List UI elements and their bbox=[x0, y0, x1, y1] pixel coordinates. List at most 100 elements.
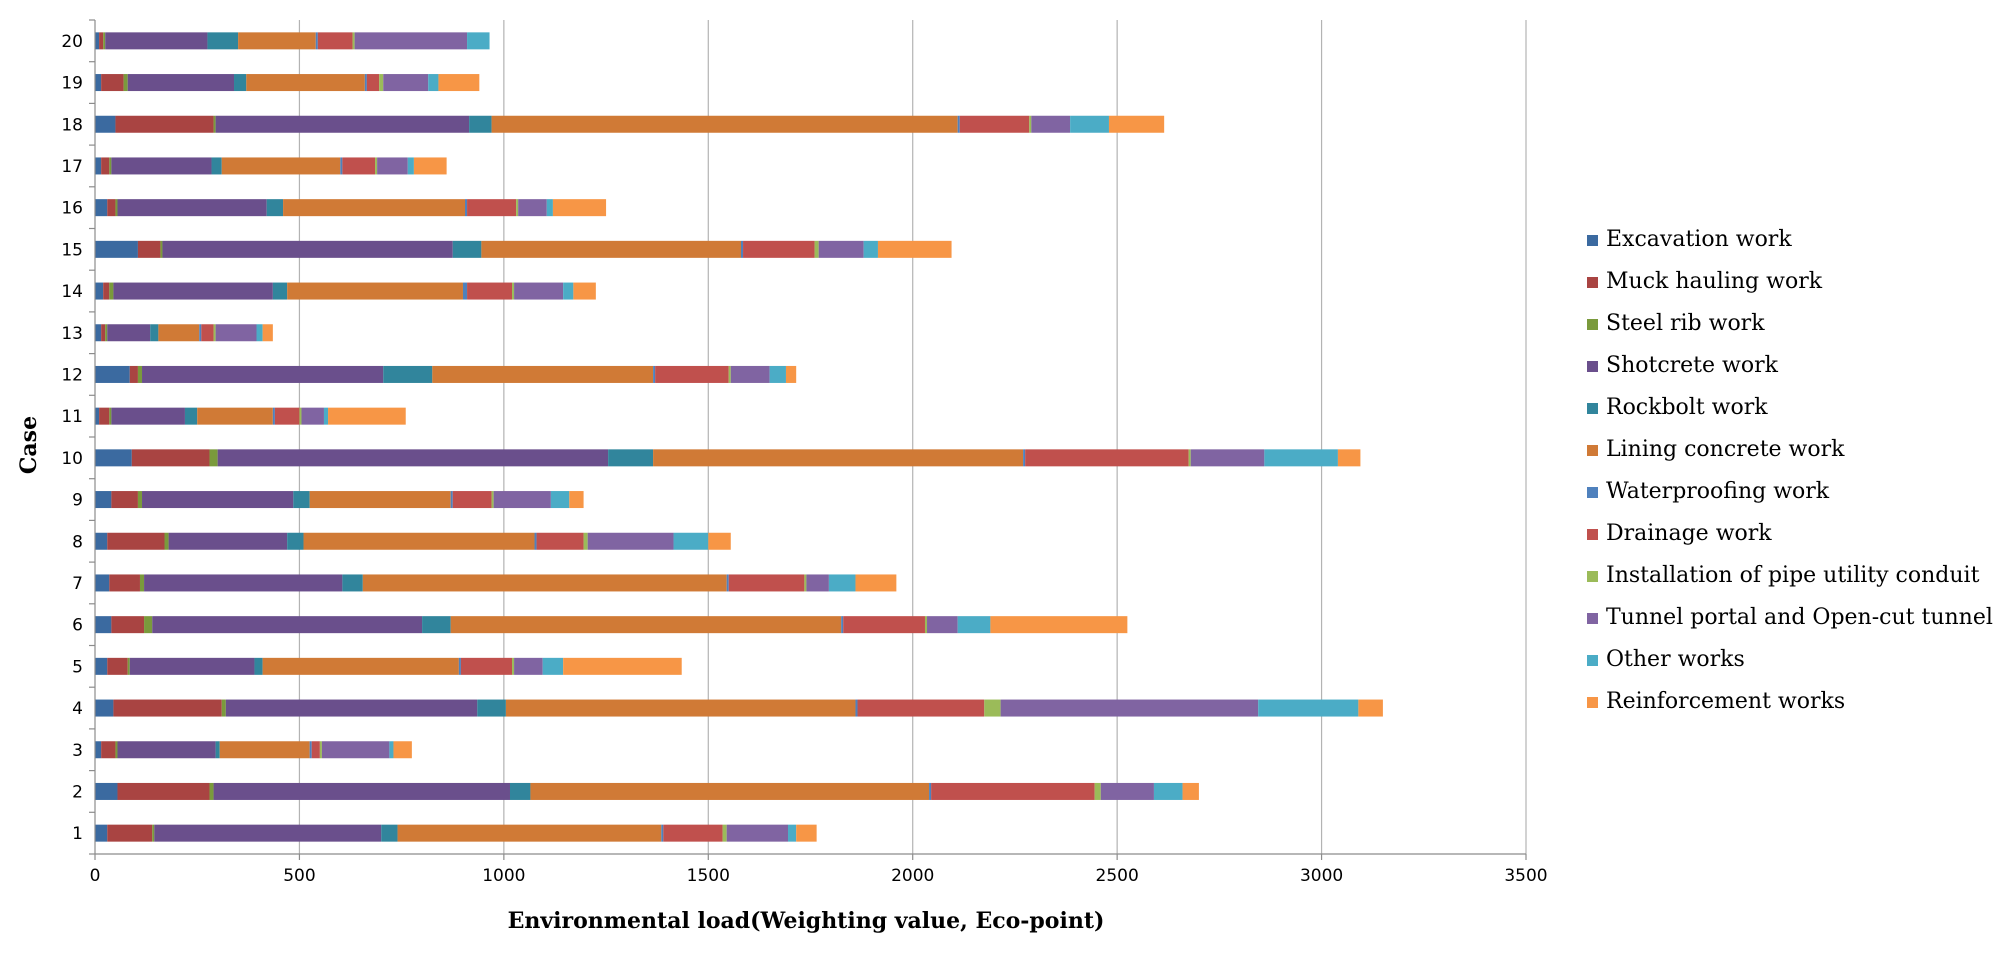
y-tick-label: 10 bbox=[61, 449, 83, 469]
bar-segment-case-2-series-2 bbox=[117, 782, 210, 800]
bar-segment-case-14-series-11 bbox=[563, 282, 574, 300]
legend-label: Waterproofing work bbox=[1606, 479, 1830, 504]
y-tick-label: 20 bbox=[61, 32, 83, 52]
bar-segment-case-19-series-12 bbox=[438, 74, 480, 92]
bar-segment-case-7-series-12 bbox=[855, 574, 897, 592]
bar-segment-case-1-series-4 bbox=[154, 824, 382, 842]
bar-segment-case-14-series-7 bbox=[462, 282, 468, 300]
bar-segment-case-6-series-1 bbox=[95, 616, 112, 634]
bar-segment-case-12-series-6 bbox=[432, 365, 654, 383]
bar-segment-case-10-series-4 bbox=[217, 449, 609, 467]
bar-segment-case-5-series-1 bbox=[95, 657, 108, 675]
bar-segment-case-13-series-5 bbox=[150, 324, 159, 342]
bar-segment-case-4-series-6 bbox=[505, 699, 856, 717]
bar-segment-case-1-series-1 bbox=[95, 824, 108, 842]
bar-segment-case-13-series-3 bbox=[105, 324, 108, 342]
bar-segment-case-14-series-12 bbox=[573, 282, 596, 300]
bar-segment-case-4-series-11 bbox=[1258, 699, 1359, 717]
bar-segment-case-15-series-7 bbox=[740, 240, 744, 258]
bar-segment-case-17-series-4 bbox=[111, 157, 212, 175]
bar-segment-case-17-series-11 bbox=[407, 157, 414, 175]
bar-segment-case-15-series-2 bbox=[137, 240, 161, 258]
bar-segment-case-18-series-7 bbox=[957, 115, 960, 133]
bar-segment-case-9-series-6 bbox=[309, 491, 451, 509]
bar-segment-case-11-series-11 bbox=[323, 407, 329, 425]
bar-segment-case-15-series-12 bbox=[877, 240, 952, 258]
bar-segment-case-4-series-5 bbox=[477, 699, 506, 717]
bar-segment-case-7-series-10 bbox=[806, 574, 829, 592]
bar-segment-case-11-series-1 bbox=[95, 407, 100, 425]
bar-segment-case-2-series-4 bbox=[213, 782, 510, 800]
bar-segment-case-19-series-9 bbox=[379, 74, 384, 92]
bar-segment-case-13-series-6 bbox=[158, 324, 200, 342]
bar-segment-case-2-series-6 bbox=[530, 782, 930, 800]
y-tick-label: 7 bbox=[72, 574, 83, 594]
bar-segment-case-2-series-1 bbox=[95, 782, 118, 800]
bar-segment-case-9-series-11 bbox=[550, 491, 570, 509]
bar-segment-case-17-series-9 bbox=[375, 157, 378, 175]
y-tick-label: 9 bbox=[72, 491, 83, 511]
bar-segment-case-6-series-6 bbox=[450, 616, 842, 634]
bar-segment-case-9-series-9 bbox=[491, 491, 494, 509]
y-tick-label: 5 bbox=[72, 657, 83, 677]
bar-segment-case-13-series-8 bbox=[201, 324, 214, 342]
bar-segment-case-3-series-6 bbox=[219, 741, 310, 759]
bar-segment-case-8-series-9 bbox=[583, 532, 588, 550]
bar-segment-case-11-series-7 bbox=[272, 407, 275, 425]
bar-segment-case-2-series-10 bbox=[1100, 782, 1154, 800]
bar-segment-case-16-series-11 bbox=[546, 199, 553, 217]
bar-segment-case-7-series-2 bbox=[109, 574, 140, 592]
legend-label: Tunnel portal and Open-cut tunnel bbox=[1606, 605, 1993, 630]
bar-segment-case-3-series-4 bbox=[117, 741, 216, 759]
bar-segment-case-16-series-6 bbox=[283, 199, 466, 217]
bar-segment-case-14-series-9 bbox=[512, 282, 515, 300]
bar-segment-case-14-series-5 bbox=[272, 282, 288, 300]
bar-segment-case-10-series-9 bbox=[1188, 449, 1191, 467]
bar-segment-case-12-series-2 bbox=[129, 365, 138, 383]
bar-segment-case-18-series-12 bbox=[1108, 115, 1165, 133]
bar-segment-case-17-series-3 bbox=[109, 157, 112, 175]
legend-label: Rockbolt work bbox=[1606, 395, 1768, 420]
x-tick-labels: 0 500 1000 1500 2000 2500 3000 3500 bbox=[90, 866, 1548, 886]
y-axis-title: Case bbox=[16, 416, 42, 474]
bar-segment-case-20-series-8 bbox=[317, 32, 353, 50]
bar-segment-case-1-series-7 bbox=[661, 824, 664, 842]
bar-segment-case-2-series-7 bbox=[929, 782, 932, 800]
bar-segment-case-11-series-10 bbox=[301, 407, 324, 425]
bar-segment-case-15-series-11 bbox=[863, 240, 878, 258]
bar-segment-case-3-series-11 bbox=[389, 741, 394, 759]
bar-segment-case-19-series-7 bbox=[364, 74, 367, 92]
bar-segment-case-13-series-4 bbox=[107, 324, 151, 342]
bar-segment-case-9-series-5 bbox=[293, 491, 310, 509]
bar-segment-case-15-series-5 bbox=[452, 240, 482, 258]
bar-segment-case-9-series-3 bbox=[137, 491, 143, 509]
bar-segment-case-14-series-4 bbox=[113, 282, 273, 300]
y-tick-label: 15 bbox=[61, 240, 83, 260]
bar-segment-case-10-series-2 bbox=[131, 449, 210, 467]
bar-segment-case-3-series-2 bbox=[101, 741, 116, 759]
bar-segment-case-16-series-12 bbox=[552, 199, 607, 217]
bar-segment-case-16-series-9 bbox=[516, 199, 519, 217]
bar-segment-case-5-series-7 bbox=[458, 657, 461, 675]
bar-segment-case-11-series-5 bbox=[184, 407, 198, 425]
bar-segment-case-2-series-12 bbox=[1182, 782, 1199, 800]
bar-segment-case-16-series-5 bbox=[266, 199, 284, 217]
bar-segment-case-4-series-12 bbox=[1358, 699, 1383, 717]
bar-segment-case-1-series-5 bbox=[381, 824, 398, 842]
x-tick-label: 3000 bbox=[1300, 866, 1343, 886]
bar-segment-case-20-series-7 bbox=[315, 32, 318, 50]
bar-segment-case-10-series-3 bbox=[209, 449, 218, 467]
legend-swatch bbox=[1587, 403, 1598, 414]
bar-segment-case-4-series-8 bbox=[857, 699, 985, 717]
bar-segment-case-4-series-7 bbox=[855, 699, 858, 717]
y-tick-label: 12 bbox=[61, 365, 83, 385]
bar-segment-case-3-series-1 bbox=[95, 741, 102, 759]
bar-segment-case-10-series-12 bbox=[1337, 449, 1361, 467]
bar-segment-case-15-series-6 bbox=[481, 240, 741, 258]
bar-segment-case-14-series-8 bbox=[467, 282, 513, 300]
bar-segment-case-12-series-3 bbox=[137, 365, 143, 383]
bar-segment-case-20-series-9 bbox=[352, 32, 355, 50]
bar-segment-case-19-series-10 bbox=[383, 74, 429, 92]
bar-segment-case-12-series-9 bbox=[728, 365, 731, 383]
gridlines bbox=[298, 20, 1527, 854]
